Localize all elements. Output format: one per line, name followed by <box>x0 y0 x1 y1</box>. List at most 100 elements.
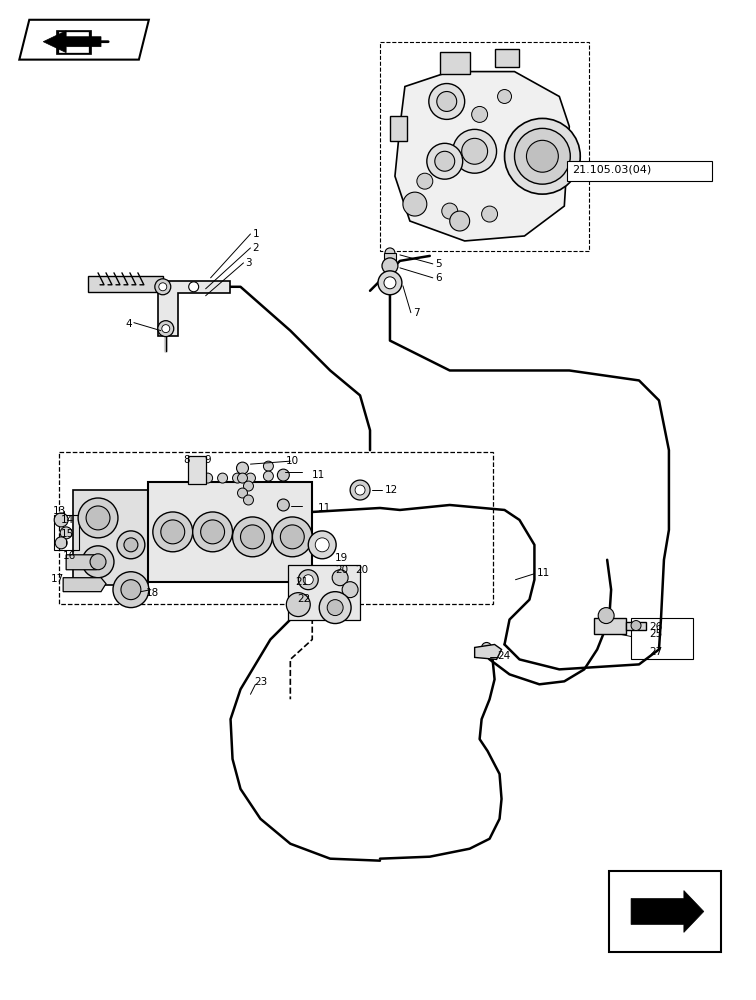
Circle shape <box>403 192 427 216</box>
Bar <box>59 452 493 604</box>
Text: 15: 15 <box>61 529 74 539</box>
Circle shape <box>315 538 329 552</box>
Polygon shape <box>594 618 626 634</box>
Text: 20: 20 <box>355 565 368 575</box>
Polygon shape <box>67 555 101 570</box>
Text: 26: 26 <box>649 622 662 632</box>
Bar <box>631 618 692 659</box>
Text: 17: 17 <box>51 574 64 584</box>
Circle shape <box>462 138 488 164</box>
Circle shape <box>435 151 454 171</box>
Circle shape <box>631 621 641 631</box>
Circle shape <box>159 283 167 291</box>
Text: 23: 23 <box>255 677 268 687</box>
Circle shape <box>504 118 581 194</box>
Circle shape <box>378 271 402 295</box>
Bar <box>567 161 711 181</box>
Polygon shape <box>475 644 501 659</box>
Circle shape <box>55 537 67 549</box>
Text: 20: 20 <box>335 565 349 575</box>
Circle shape <box>193 512 233 552</box>
Circle shape <box>450 211 469 231</box>
Circle shape <box>453 129 497 173</box>
Polygon shape <box>20 20 149 60</box>
Bar <box>609 871 720 952</box>
Circle shape <box>155 279 171 295</box>
Circle shape <box>60 527 72 539</box>
Circle shape <box>218 473 228 483</box>
Text: 9: 9 <box>205 455 211 465</box>
Circle shape <box>437 92 457 111</box>
Circle shape <box>237 488 247 498</box>
Circle shape <box>332 570 348 586</box>
Circle shape <box>417 173 432 189</box>
Text: 11: 11 <box>312 470 326 480</box>
Text: 22: 22 <box>297 594 311 604</box>
Polygon shape <box>59 32 88 52</box>
Bar <box>88 276 163 292</box>
Polygon shape <box>631 891 704 932</box>
Polygon shape <box>158 281 230 336</box>
Circle shape <box>526 140 559 172</box>
Circle shape <box>384 277 396 289</box>
Bar <box>187 456 206 484</box>
Circle shape <box>497 90 512 103</box>
Circle shape <box>277 469 290 481</box>
Polygon shape <box>43 31 101 53</box>
Circle shape <box>287 593 310 617</box>
Circle shape <box>233 473 243 483</box>
Text: 6: 6 <box>435 273 442 283</box>
Circle shape <box>303 575 313 585</box>
Text: 11: 11 <box>537 568 550 578</box>
Circle shape <box>243 481 253 491</box>
Circle shape <box>308 531 336 559</box>
Circle shape <box>280 525 304 549</box>
Circle shape <box>342 582 358 598</box>
Bar <box>440 52 469 74</box>
Circle shape <box>240 525 265 549</box>
Circle shape <box>429 84 465 119</box>
Polygon shape <box>390 116 407 141</box>
Text: 27: 27 <box>649 647 662 657</box>
Text: 25: 25 <box>649 629 662 639</box>
Polygon shape <box>73 490 148 585</box>
Bar <box>288 565 360 620</box>
Circle shape <box>427 143 463 179</box>
Circle shape <box>319 592 351 624</box>
Circle shape <box>272 517 312 557</box>
Circle shape <box>472 106 488 122</box>
Text: 10: 10 <box>285 456 299 466</box>
Text: 21: 21 <box>296 577 308 587</box>
Circle shape <box>86 506 110 530</box>
Circle shape <box>90 554 106 570</box>
Circle shape <box>153 512 193 552</box>
Circle shape <box>277 499 290 511</box>
Circle shape <box>191 473 200 483</box>
Text: 4: 4 <box>126 319 132 329</box>
Circle shape <box>203 473 212 483</box>
Circle shape <box>113 572 149 608</box>
Text: 5: 5 <box>435 259 442 269</box>
Circle shape <box>382 258 398 274</box>
Circle shape <box>82 546 114 578</box>
Text: 7: 7 <box>413 308 420 318</box>
Circle shape <box>54 513 68 527</box>
Polygon shape <box>56 30 91 54</box>
Text: 8: 8 <box>184 455 191 465</box>
Circle shape <box>442 203 457 219</box>
Bar <box>148 482 312 582</box>
Circle shape <box>263 471 274 481</box>
Circle shape <box>482 206 497 222</box>
Circle shape <box>237 473 247 483</box>
Text: 1: 1 <box>253 229 259 239</box>
Circle shape <box>233 517 272 557</box>
Circle shape <box>121 580 141 600</box>
Polygon shape <box>64 578 106 592</box>
Circle shape <box>350 480 370 500</box>
Bar <box>494 49 519 67</box>
Circle shape <box>124 538 138 552</box>
Circle shape <box>482 642 491 652</box>
Text: 18: 18 <box>146 588 159 598</box>
Text: 13: 13 <box>53 506 67 516</box>
Circle shape <box>263 461 274 471</box>
